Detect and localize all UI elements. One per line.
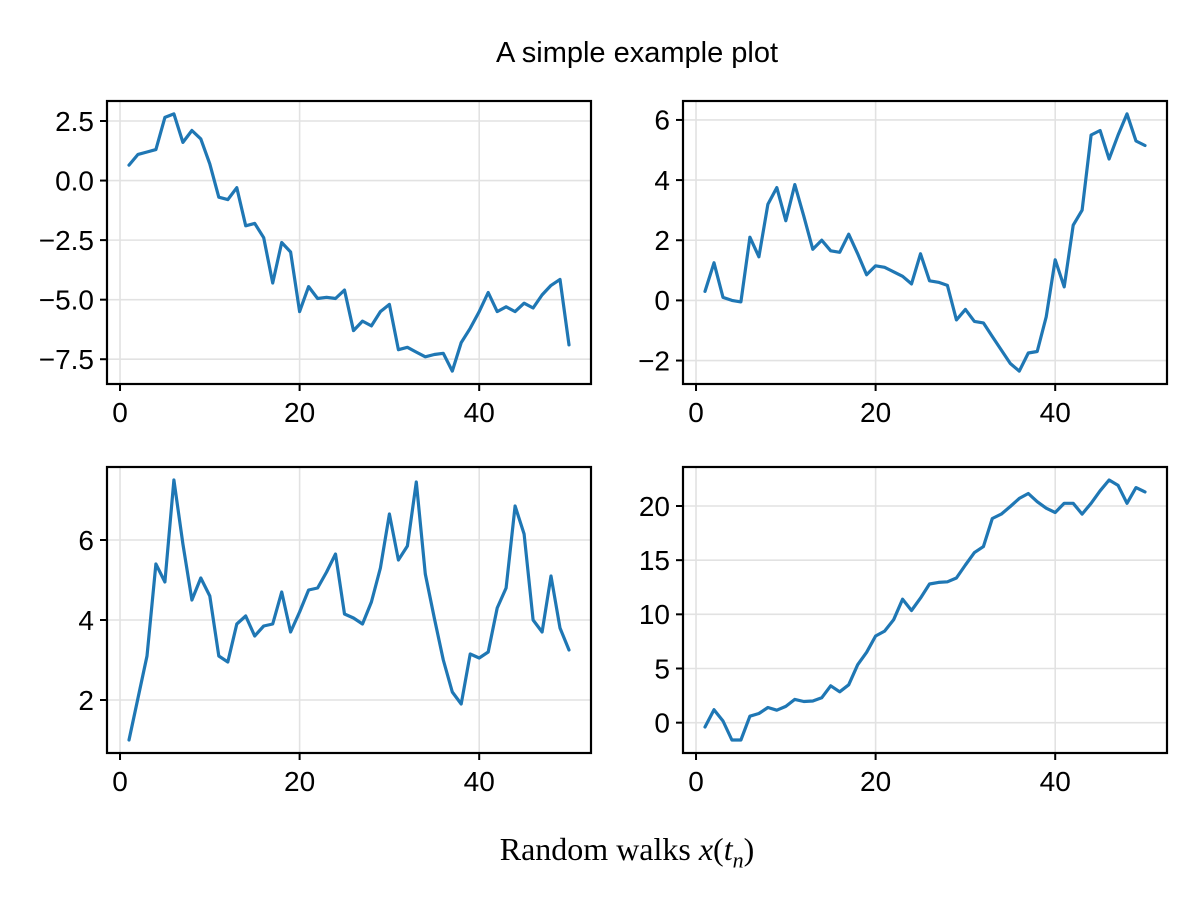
y-tick-label: 20 [639,491,670,522]
x-tick-label: 20 [860,397,891,428]
xlabel-var-t: t [723,831,733,867]
y-tick-label: −2.5 [39,225,94,256]
y-tick-label: 2.5 [55,106,94,137]
x-axis-super-label: Random walks x(tn) [0,831,1200,873]
y-tick-label: 2 [78,685,94,716]
x-tick-label: 40 [464,397,495,428]
x-tick-label: 40 [1040,397,1071,428]
x-tick-label: 0 [688,766,704,797]
y-tick-label: 15 [639,545,670,576]
xlabel-paren-close: ) [743,831,755,867]
x-tick-label: 20 [284,397,315,428]
x-tick-label: 20 [860,766,891,797]
series-line [703,478,1147,742]
axes-border [105,99,593,386]
series-line [127,478,571,742]
y-tick-label: −2 [638,345,670,376]
y-tick-label: −7.5 [39,344,94,375]
x-tick-label: 40 [1040,766,1071,797]
subplot-bottom-left: 0 20 40 6 4 2 [78,465,593,797]
y-tick-label: 6 [78,525,94,556]
xlabel-text: Random walks [499,831,699,867]
subplot-top-left: 0 20 40 2.5 0.0 −2.5 −5.0 −7.5 [39,99,593,428]
y-tick-label: 10 [639,599,670,630]
x-tick-label: 20 [284,766,315,797]
axes-border [681,465,1169,755]
x-tick-label: 0 [112,766,128,797]
xlabel-var-x: x [698,831,714,867]
xlabel-paren-open: ( [713,831,724,867]
axes-border [105,465,593,755]
y-tick-label: −5.0 [39,284,94,315]
subplot-bottom-right: 0 20 40 20 15 10 5 0 [639,465,1169,797]
y-tick-label: 4 [78,605,94,636]
x-tick-label: 0 [112,397,128,428]
x-tick-label: 40 [464,766,495,797]
chart-title: A simple example plot [495,37,779,69]
y-tick-label: 6 [654,105,670,136]
y-tick-label: 0.0 [55,165,94,196]
axes-border [681,99,1169,386]
y-tick-label: 5 [654,653,670,684]
y-tick-label: 4 [654,165,670,196]
x-tick-label: 0 [688,397,704,428]
y-tick-label: 0 [654,707,670,738]
series-line [127,112,571,373]
y-tick-label: 0 [654,285,670,316]
series-line [703,112,1147,373]
y-tick-label: 2 [654,225,670,256]
xlabel-subscript-n: n [732,847,744,873]
